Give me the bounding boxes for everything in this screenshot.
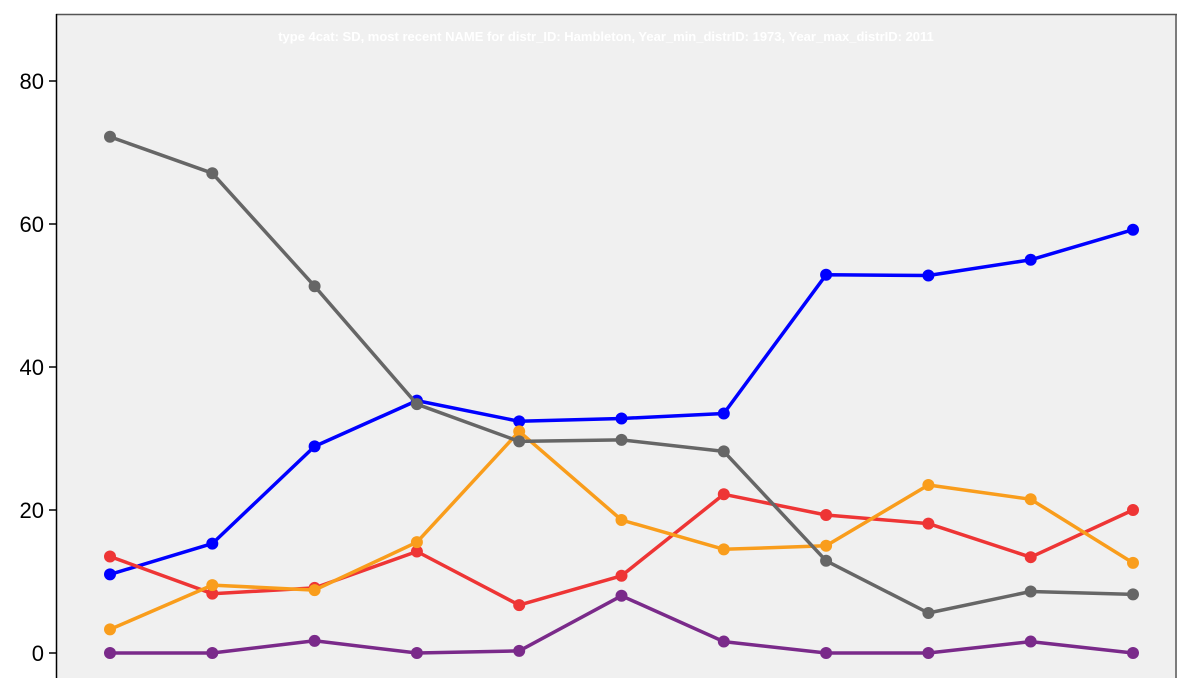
data-point xyxy=(104,623,116,636)
data-point xyxy=(308,634,321,647)
data-point xyxy=(922,647,935,659)
data-point xyxy=(104,130,116,143)
data-point xyxy=(922,478,935,491)
y-tick-label: 80 xyxy=(20,69,44,94)
data-point xyxy=(615,412,628,425)
data-point xyxy=(410,647,423,659)
data-point xyxy=(820,268,833,281)
data-point xyxy=(308,280,321,293)
data-point xyxy=(615,569,628,582)
data-point xyxy=(1024,253,1037,266)
data-point xyxy=(410,398,423,411)
data-point xyxy=(1024,585,1037,598)
data-point xyxy=(717,407,730,420)
data-point xyxy=(104,647,116,659)
data-point xyxy=(820,539,833,552)
data-point xyxy=(1127,647,1139,659)
series-5 xyxy=(104,589,1139,659)
data-point xyxy=(1127,223,1139,236)
data-point xyxy=(513,425,526,438)
data-point xyxy=(1024,551,1037,564)
data-point xyxy=(922,606,935,619)
data-point xyxy=(717,445,730,458)
data-point xyxy=(820,509,833,522)
y-axis-ticks: 0 20 40 60 80 xyxy=(20,69,56,666)
chart-title: type 4cat: SD, most recent NAME for dist… xyxy=(278,29,934,44)
y-tick-label: 20 xyxy=(20,498,44,523)
series-3 xyxy=(104,425,1139,636)
data-point xyxy=(206,167,219,180)
data-point xyxy=(513,599,526,612)
data-point xyxy=(717,635,730,648)
data-point xyxy=(104,550,116,563)
y-tick-label: 40 xyxy=(20,355,44,380)
data-point xyxy=(410,545,423,558)
data-point xyxy=(410,536,423,549)
data-point xyxy=(615,433,628,446)
data-point xyxy=(104,568,116,581)
data-point xyxy=(206,537,219,550)
series-4 xyxy=(104,130,1139,619)
data-point xyxy=(1127,588,1139,601)
y-tick-label: 60 xyxy=(20,212,44,237)
data-point xyxy=(308,440,321,453)
data-point xyxy=(1127,556,1139,569)
data-point xyxy=(820,554,833,567)
data-point xyxy=(206,647,219,659)
y-tick-label: 0 xyxy=(32,641,44,666)
data-point xyxy=(717,488,730,501)
data-point xyxy=(922,269,935,282)
data-point xyxy=(1127,504,1139,516)
data-point xyxy=(513,415,526,428)
data-point xyxy=(922,517,935,530)
data-point xyxy=(1024,635,1037,648)
data-point xyxy=(513,435,526,448)
data-point xyxy=(513,644,526,657)
data-point xyxy=(717,543,730,556)
data-point xyxy=(206,587,219,600)
data-point xyxy=(615,514,628,527)
data-point xyxy=(615,589,628,602)
data-point xyxy=(1024,493,1037,506)
data-point xyxy=(308,584,321,597)
plot-area-background xyxy=(56,14,1177,678)
series-layer xyxy=(104,130,1139,659)
data-point xyxy=(820,647,833,659)
data-point xyxy=(206,579,219,592)
series-1 xyxy=(104,223,1139,581)
